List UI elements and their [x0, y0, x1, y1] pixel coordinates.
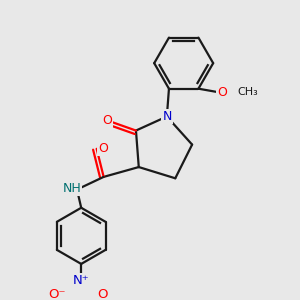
- Text: N⁺: N⁺: [73, 274, 89, 287]
- Text: O: O: [97, 288, 107, 300]
- Text: NH: NH: [63, 182, 81, 195]
- Text: N: N: [162, 110, 172, 123]
- Text: CH₃: CH₃: [237, 87, 258, 97]
- Text: O: O: [98, 142, 108, 155]
- Text: O⁻: O⁻: [49, 288, 66, 300]
- Text: O: O: [218, 86, 227, 99]
- Text: O: O: [102, 114, 112, 127]
